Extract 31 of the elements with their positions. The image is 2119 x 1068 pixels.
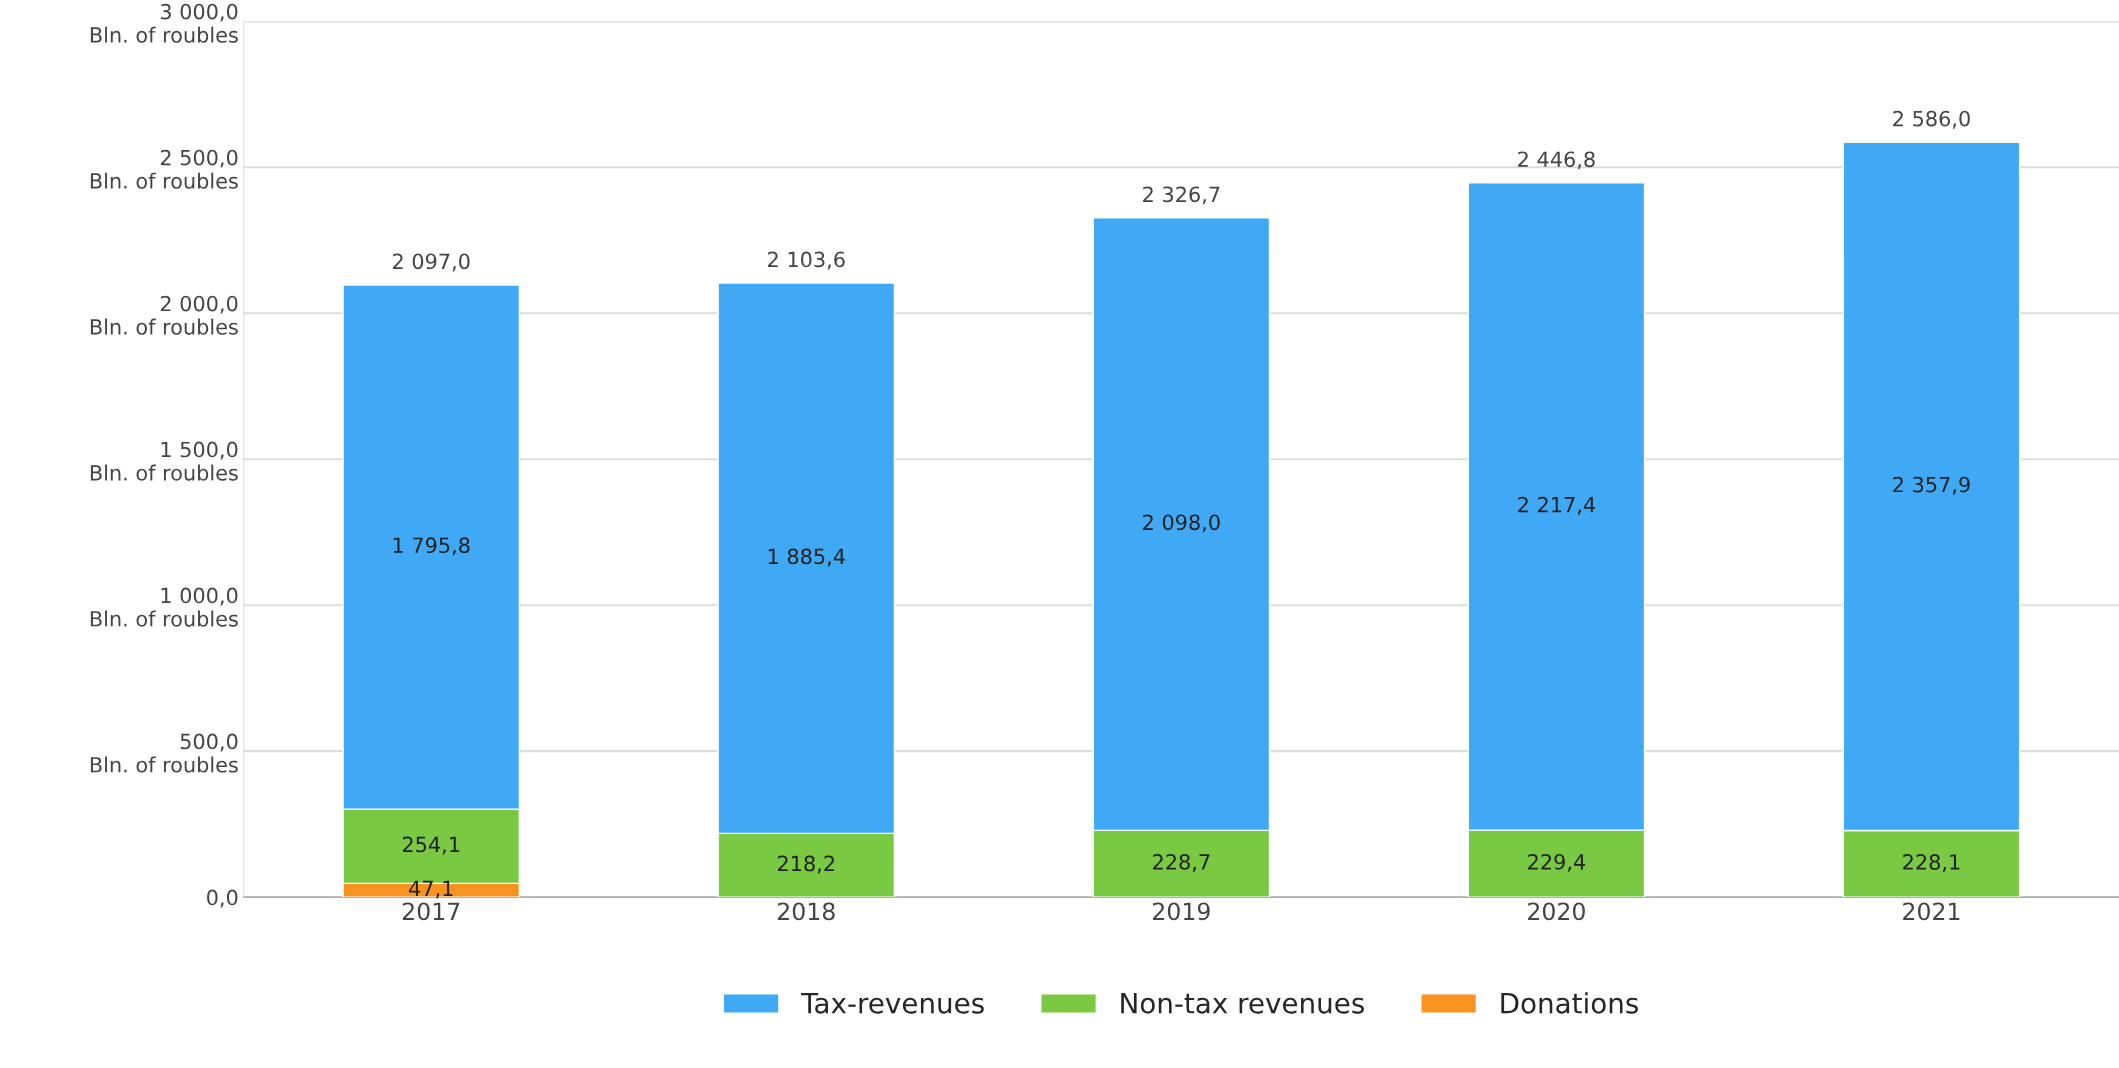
data-label: 229,4: [1528, 853, 1586, 872]
legend-label: Non-tax revenues: [1121, 993, 1364, 1014]
data-label: 1 885,4: [768, 548, 845, 567]
x-tick-label: 2018: [777, 902, 835, 921]
data-label: 47,1: [409, 880, 453, 899]
y-tick-label: 1 500,0 Bln. of roubles: [90, 441, 238, 481]
data-label: 228,1: [1903, 854, 1960, 872]
total-label: 2 097,0: [392, 253, 470, 272]
x-tick-label: 2019: [1153, 902, 1210, 921]
total-label: 2 446,8: [1518, 151, 1595, 170]
data-label: 2 217,4: [1518, 496, 1595, 515]
total-label: 2 326,7: [1143, 186, 1220, 205]
x-tick-label: 2017: [402, 902, 460, 921]
y-tick-label: 3 000,0 Bln. of roubles: [90, 3, 238, 43]
y-tick-label: 0,0: [207, 889, 238, 908]
legend-label: Donations: [1501, 992, 1638, 1014]
data-label: 254,1: [402, 836, 460, 855]
y-tick-label: 2 000,0 Bln. of roubles: [90, 295, 238, 335]
x-tick-label: 2021: [1903, 902, 1960, 921]
data-label: 2 098,0: [1143, 514, 1220, 533]
data-label: 228,7: [1153, 854, 1210, 872]
y-tick-label: 2 500,0 Bln. of roubles: [90, 149, 238, 189]
data-label: 1 795,8: [393, 537, 470, 556]
total-label: 2 103,6: [768, 251, 845, 270]
legend-label: Tax-revenues: [801, 993, 984, 1014]
x-tick-label: 2020: [1528, 902, 1585, 921]
data-label: 2 357,9: [1893, 476, 1970, 495]
data-label: 218,2: [777, 855, 835, 874]
y-tick-label: 500,0 Bln. of roubles: [90, 733, 238, 773]
total-label: 2 586,0: [1893, 110, 1970, 129]
y-tick-label: 1 000,0 Bln. of roubles: [90, 587, 238, 627]
